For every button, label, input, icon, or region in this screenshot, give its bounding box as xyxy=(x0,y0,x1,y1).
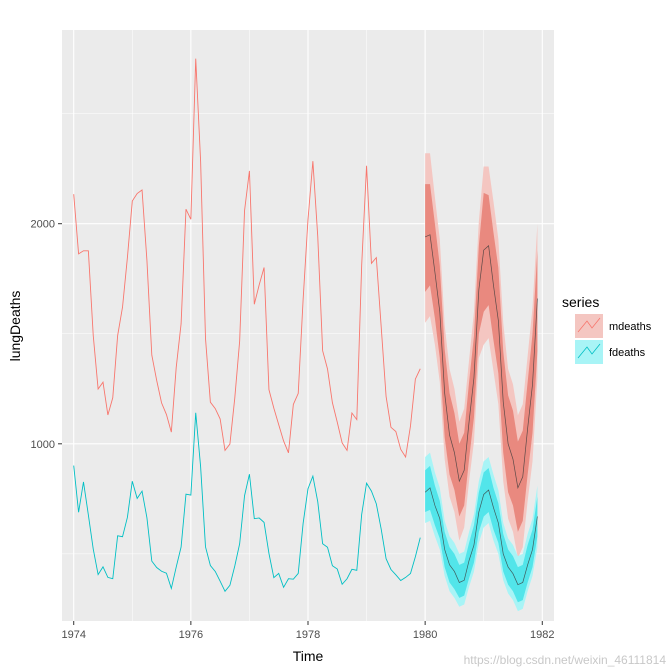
watermark: https://blog.csdn.net/weixin_46111814 xyxy=(464,653,667,667)
x-tick-label: 1976 xyxy=(179,629,203,641)
x-axis: 1974 1976 1978 1980 1982 xyxy=(61,621,555,641)
legend-key-fdeaths-line xyxy=(577,343,601,359)
legend-label-fdeaths: fdeaths xyxy=(609,347,646,359)
y-tick-label: 2000 xyxy=(31,219,55,231)
y-axis-title: lungDeaths xyxy=(7,291,23,362)
legend-key-mdeaths-line xyxy=(577,317,601,333)
y-axis: 1000 2000 xyxy=(31,219,62,451)
legend-key-fdeaths xyxy=(575,340,603,364)
x-tick-label: 1982 xyxy=(530,629,554,641)
legend-item-mdeaths: mdeaths xyxy=(575,314,652,338)
mdeaths-line xyxy=(73,58,421,459)
fdeaths-line xyxy=(73,412,421,593)
y-tick-label: 1000 xyxy=(31,439,55,451)
fdeaths-forecast-line xyxy=(424,487,538,586)
legend-item-fdeaths: fdeaths xyxy=(575,340,646,364)
legend-key-mdeaths xyxy=(575,314,603,338)
x-tick-label: 1978 xyxy=(296,629,320,641)
series-lines xyxy=(73,58,538,593)
mdeaths-forecast-line xyxy=(424,234,538,490)
legend: series mdeaths fdeaths xyxy=(562,294,652,364)
x-tick-label: 1980 xyxy=(413,629,437,641)
x-tick-label: 1974 xyxy=(61,629,85,641)
legend-title: series xyxy=(562,294,599,310)
legend-label-mdeaths: mdeaths xyxy=(609,321,652,333)
x-axis-title: Time xyxy=(293,648,324,664)
mdeaths-forecast-band-80 xyxy=(425,184,538,532)
